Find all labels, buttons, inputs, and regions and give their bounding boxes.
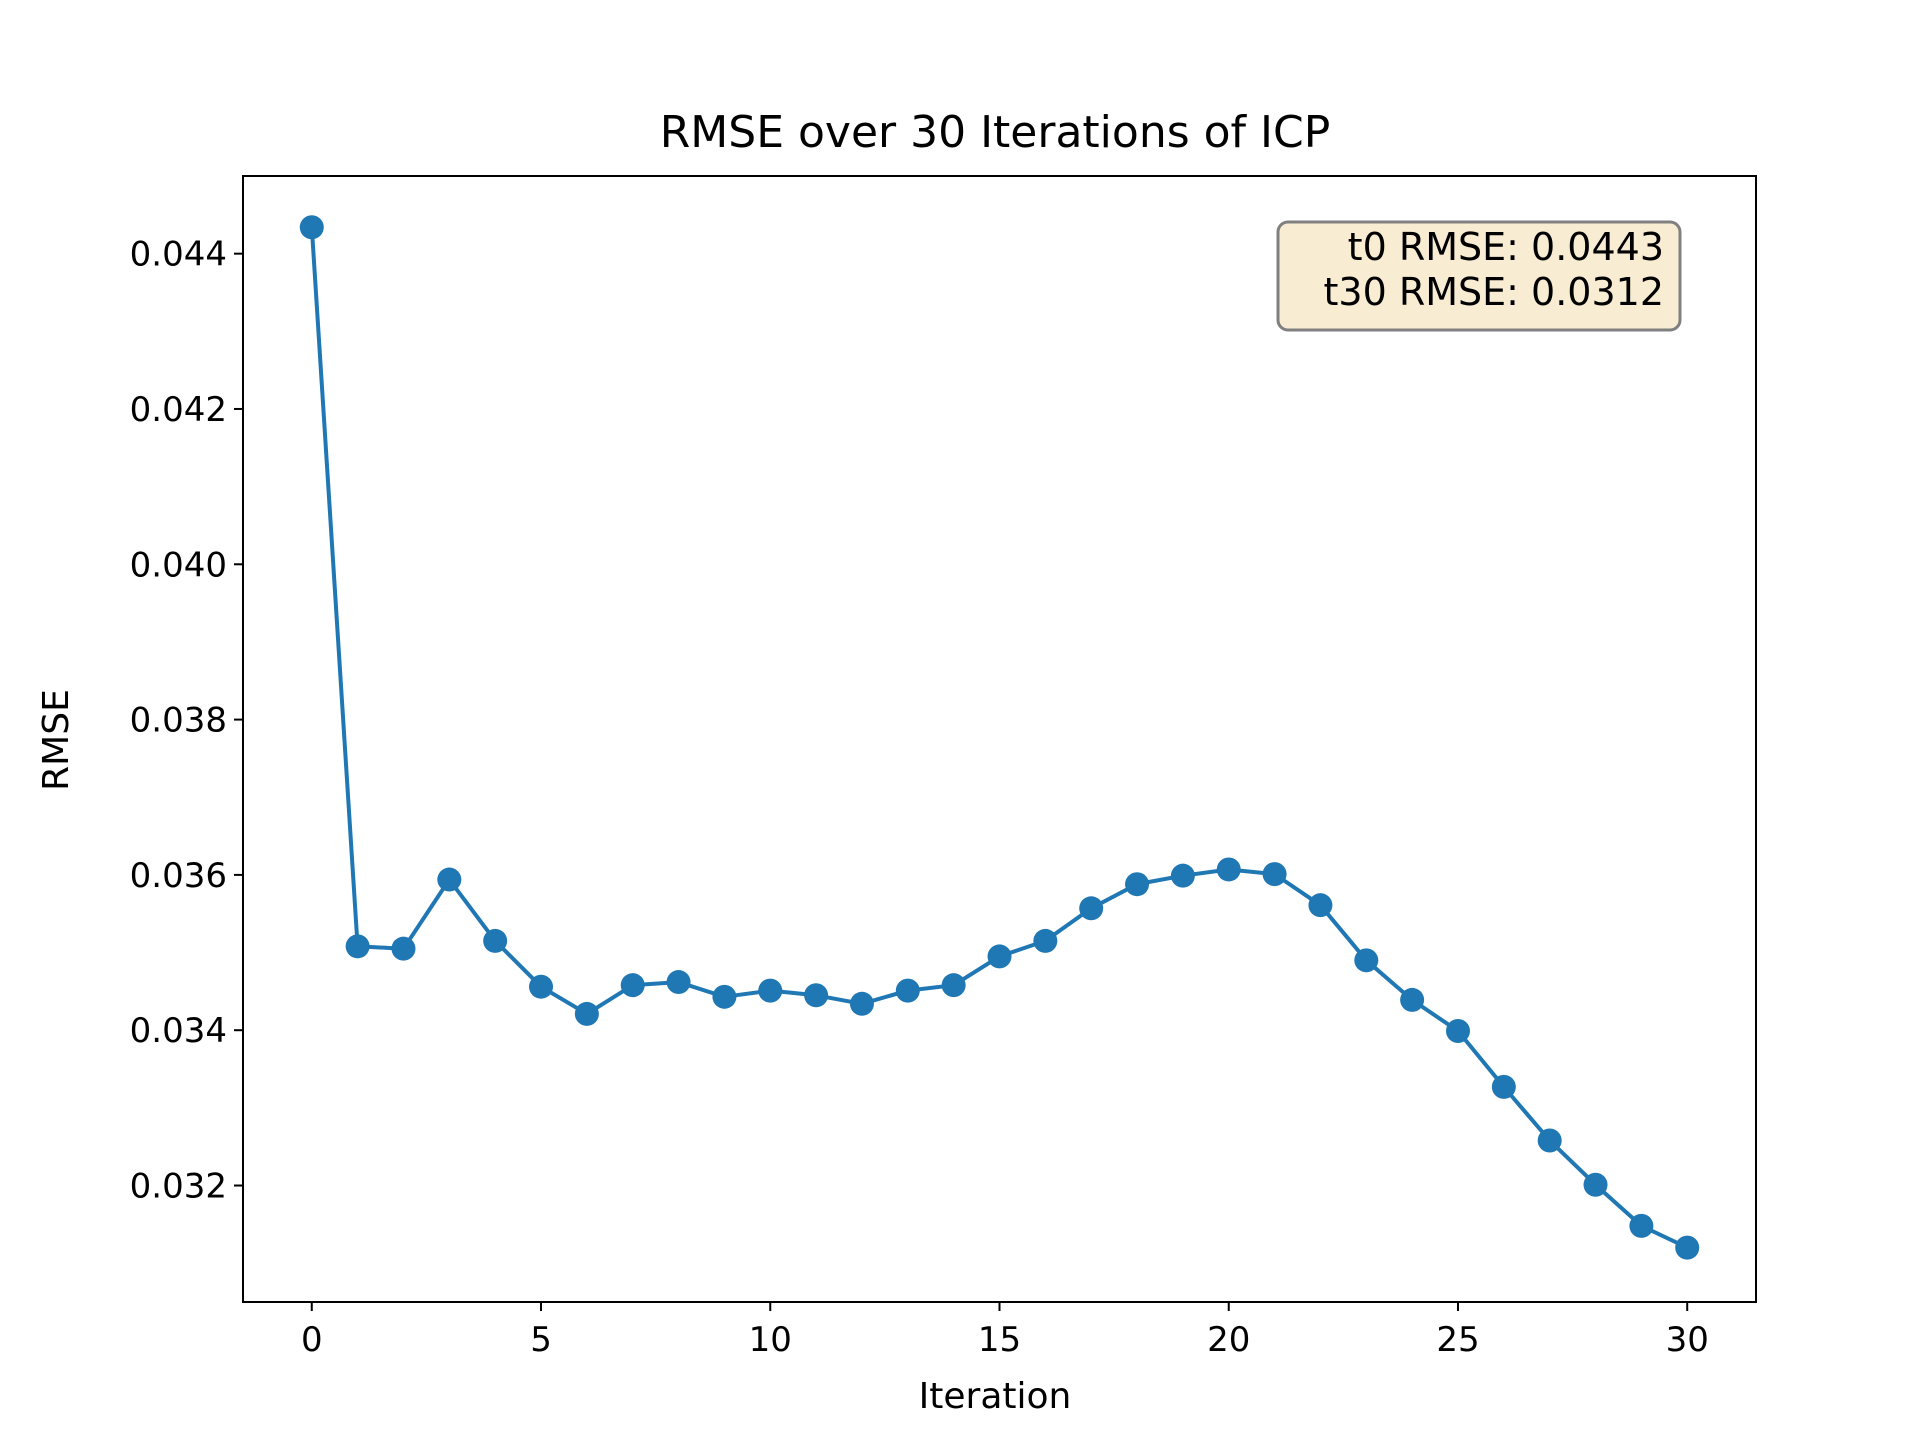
data-point-marker [1079,896,1104,921]
x-tick-label: 15 [978,1320,1021,1360]
info-box-background [1276,220,1682,332]
y-tick-label: 0.034 [130,1011,227,1051]
info-box-line-t0: t0 RMSE: 0.0443 [1348,225,1664,269]
data-point-marker [1262,862,1287,887]
y-tick-label: 0.042 [130,390,227,430]
data-point-marker [1491,1074,1516,1099]
data-point-marker [712,984,737,1009]
y-axis-label: RMSE [36,689,77,791]
data-point-marker [1629,1213,1654,1238]
data-point-marker [849,991,874,1016]
data-point-marker [1675,1235,1700,1260]
data-point-marker [1033,928,1058,953]
y-tick-label: 0.044 [130,235,227,275]
data-point-marker [1125,872,1150,897]
x-axis-label: Iteration [919,1376,1072,1417]
data-point-marker [1216,857,1241,882]
y-tick-label: 0.040 [130,545,227,585]
y-axis-ticks: 0.032 0.034 0.036 0.038 0.040 0.042 0.044 [130,235,243,1207]
x-tick-label: 30 [1666,1320,1709,1360]
series-layer [299,215,1700,1260]
data-point-marker [574,1001,599,1026]
data-point-marker [1308,893,1333,918]
data-point-marker [1445,1018,1470,1043]
data-point-marker [345,934,370,959]
data-point-marker [437,867,462,892]
data-point-marker [941,973,966,998]
x-axis-ticks: 0 5 10 15 20 25 30 [301,1302,1709,1360]
plot-area-frame [242,175,1757,1303]
data-point-marker [620,973,645,998]
data-point-marker [666,970,691,995]
data-point-marker [1170,863,1195,888]
info-box-line-t30: t30 RMSE: 0.0312 [1324,270,1665,314]
data-point-marker [987,944,1012,969]
data-point-marker [1400,987,1425,1012]
y-tick-label: 0.038 [130,701,227,741]
y-tick-label: 0.036 [130,856,227,896]
data-point-marker [1354,948,1379,973]
data-point-marker [1583,1172,1608,1197]
data-point-marker [483,928,508,953]
x-tick-label: 20 [1207,1320,1250,1360]
data-point-marker [529,974,554,999]
x-tick-label: 10 [749,1320,792,1360]
data-point-marker [804,983,829,1008]
chart-title: RMSE over 30 Iterations of ICP [660,107,1331,158]
x-tick-label: 5 [530,1320,552,1360]
data-point-marker [758,978,783,1003]
y-tick-label: 0.032 [130,1167,227,1207]
data-point-marker [1537,1128,1562,1153]
data-point-marker [895,978,920,1003]
rmse-info-box: t0 RMSE: 0.0443 t30 RMSE: 0.0312 [1276,220,1682,332]
data-point-marker [391,936,416,961]
data-point-marker [299,215,324,240]
x-tick-label: 0 [301,1320,323,1360]
x-tick-label: 25 [1436,1320,1479,1360]
